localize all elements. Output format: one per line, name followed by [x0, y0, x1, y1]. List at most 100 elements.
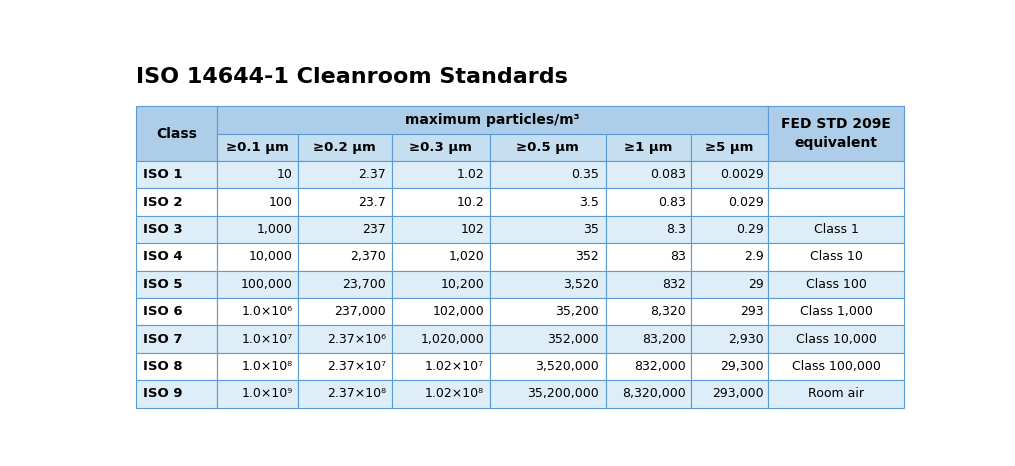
- FancyBboxPatch shape: [392, 134, 490, 161]
- FancyBboxPatch shape: [217, 161, 297, 188]
- FancyBboxPatch shape: [606, 325, 691, 353]
- Text: 1.02×10⁷: 1.02×10⁷: [425, 360, 484, 373]
- FancyBboxPatch shape: [217, 106, 768, 134]
- FancyBboxPatch shape: [490, 134, 606, 161]
- FancyBboxPatch shape: [490, 161, 606, 188]
- FancyBboxPatch shape: [691, 353, 768, 380]
- Text: 29,300: 29,300: [720, 360, 763, 373]
- FancyBboxPatch shape: [691, 134, 768, 161]
- FancyBboxPatch shape: [217, 216, 297, 243]
- Text: 2.37×10⁶: 2.37×10⁶: [327, 333, 386, 346]
- Text: 100: 100: [269, 196, 293, 209]
- FancyBboxPatch shape: [490, 353, 606, 380]
- Text: 10: 10: [277, 168, 293, 181]
- FancyBboxPatch shape: [606, 188, 691, 216]
- FancyBboxPatch shape: [768, 188, 904, 216]
- FancyBboxPatch shape: [768, 243, 904, 271]
- Text: ≥0.1 μm: ≥0.1 μm: [226, 141, 289, 154]
- FancyBboxPatch shape: [136, 380, 217, 408]
- FancyBboxPatch shape: [768, 380, 904, 408]
- Text: Class 1: Class 1: [814, 223, 859, 236]
- FancyBboxPatch shape: [691, 188, 768, 216]
- FancyBboxPatch shape: [297, 188, 392, 216]
- Text: 23,700: 23,700: [342, 278, 386, 291]
- Text: 1,020,000: 1,020,000: [420, 333, 484, 346]
- Text: Class 1,000: Class 1,000: [800, 305, 873, 318]
- Text: 2.9: 2.9: [744, 250, 763, 263]
- FancyBboxPatch shape: [297, 271, 392, 298]
- Text: ISO 6: ISO 6: [143, 305, 183, 318]
- FancyBboxPatch shape: [136, 106, 217, 161]
- Text: ≥1 μm: ≥1 μm: [624, 141, 673, 154]
- FancyBboxPatch shape: [136, 188, 217, 216]
- FancyBboxPatch shape: [297, 134, 392, 161]
- FancyBboxPatch shape: [606, 380, 691, 408]
- FancyBboxPatch shape: [768, 271, 904, 298]
- FancyBboxPatch shape: [217, 380, 297, 408]
- Text: 0.29: 0.29: [736, 223, 763, 236]
- Text: ≥0.3 μm: ≥0.3 μm: [409, 141, 472, 154]
- Text: ISO 14644-1 Cleanroom Standards: ISO 14644-1 Cleanroom Standards: [136, 67, 568, 87]
- Text: 3,520: 3,520: [563, 278, 599, 291]
- FancyBboxPatch shape: [768, 353, 904, 380]
- Text: Class 10,000: Class 10,000: [796, 333, 877, 346]
- Text: 102,000: 102,000: [432, 305, 484, 318]
- FancyBboxPatch shape: [392, 325, 490, 353]
- FancyBboxPatch shape: [691, 243, 768, 271]
- FancyBboxPatch shape: [490, 298, 606, 325]
- Text: ≥5 μm: ≥5 μm: [705, 141, 754, 154]
- Text: 0.35: 0.35: [570, 168, 599, 181]
- FancyBboxPatch shape: [768, 325, 904, 353]
- FancyBboxPatch shape: [490, 216, 606, 243]
- FancyBboxPatch shape: [606, 353, 691, 380]
- FancyBboxPatch shape: [297, 325, 392, 353]
- Text: 8,320,000: 8,320,000: [622, 387, 686, 400]
- FancyBboxPatch shape: [217, 298, 297, 325]
- FancyBboxPatch shape: [297, 161, 392, 188]
- FancyBboxPatch shape: [691, 298, 768, 325]
- Text: ISO 3: ISO 3: [143, 223, 183, 236]
- FancyBboxPatch shape: [136, 298, 217, 325]
- Text: ISO 1: ISO 1: [143, 168, 183, 181]
- FancyBboxPatch shape: [490, 325, 606, 353]
- FancyBboxPatch shape: [768, 216, 904, 243]
- Text: 83,200: 83,200: [642, 333, 686, 346]
- Text: ISO 7: ISO 7: [143, 333, 183, 346]
- Text: 0.029: 0.029: [728, 196, 763, 209]
- Text: 832,000: 832,000: [634, 360, 686, 373]
- FancyBboxPatch shape: [217, 325, 297, 353]
- FancyBboxPatch shape: [606, 271, 691, 298]
- FancyBboxPatch shape: [768, 161, 904, 188]
- FancyBboxPatch shape: [490, 380, 606, 408]
- FancyBboxPatch shape: [136, 161, 217, 188]
- Text: 10.2: 10.2: [457, 196, 484, 209]
- FancyBboxPatch shape: [297, 298, 392, 325]
- FancyBboxPatch shape: [768, 298, 904, 325]
- Text: 23.7: 23.7: [358, 196, 386, 209]
- Text: 293,000: 293,000: [712, 387, 763, 400]
- Text: 237,000: 237,000: [334, 305, 386, 318]
- FancyBboxPatch shape: [768, 106, 904, 161]
- Text: 35: 35: [583, 223, 599, 236]
- FancyBboxPatch shape: [691, 380, 768, 408]
- FancyBboxPatch shape: [490, 188, 606, 216]
- FancyBboxPatch shape: [297, 243, 392, 271]
- FancyBboxPatch shape: [392, 380, 490, 408]
- Text: ISO 9: ISO 9: [143, 387, 183, 400]
- Text: 293: 293: [740, 305, 763, 318]
- FancyBboxPatch shape: [392, 353, 490, 380]
- FancyBboxPatch shape: [490, 243, 606, 271]
- FancyBboxPatch shape: [691, 325, 768, 353]
- Text: 83: 83: [670, 250, 686, 263]
- FancyBboxPatch shape: [297, 380, 392, 408]
- Text: 100,000: 100,000: [241, 278, 293, 291]
- Text: 8.3: 8.3: [666, 223, 686, 236]
- Text: ≥0.5 μm: ≥0.5 μm: [517, 141, 580, 154]
- FancyBboxPatch shape: [490, 271, 606, 298]
- FancyBboxPatch shape: [392, 188, 490, 216]
- Text: 1.0×10⁷: 1.0×10⁷: [242, 333, 293, 346]
- Text: 237: 237: [362, 223, 386, 236]
- FancyBboxPatch shape: [217, 243, 297, 271]
- FancyBboxPatch shape: [691, 271, 768, 298]
- FancyBboxPatch shape: [606, 298, 691, 325]
